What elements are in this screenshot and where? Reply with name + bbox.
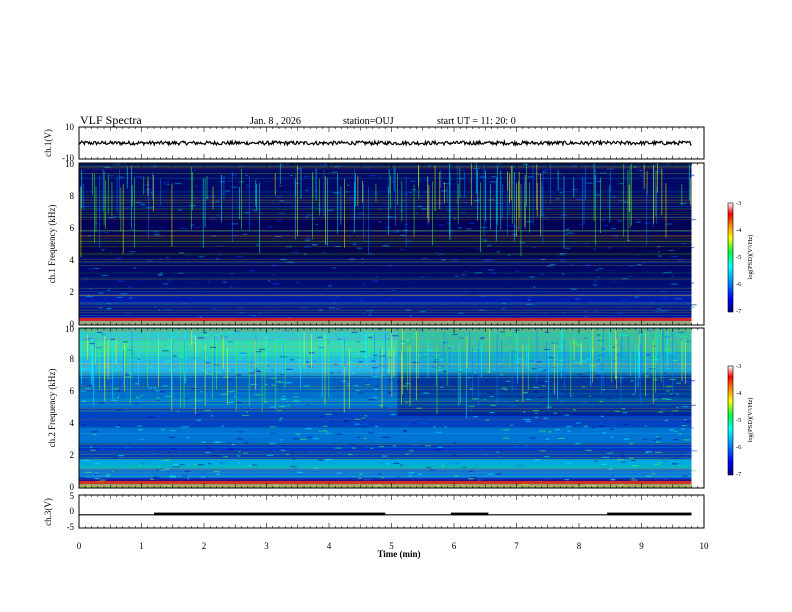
ch2-spec-ytick-2: 2 [70,450,75,460]
ch1-spec-ytick-0: 0 [70,319,75,329]
ch3-on-interval-2 [607,512,692,516]
ch2-cb-label: log(PSD)(V²/Hz) [747,398,754,443]
ch2-spectrogram-area [79,328,698,488]
ch3-on-interval-0 [154,512,386,516]
ch1-cb-tick-m7: -7 [736,308,742,315]
ch1-cb-label: log(PSD)(V²/Hz) [747,235,754,280]
ch1-cb-tick-m4: -4 [736,227,742,234]
ch1-cb-tick-m6: -6 [736,281,742,288]
ch1-colorbar [727,202,734,313]
ch2-spec-ytick-10: 10 [65,324,75,334]
xtick-label-7: 7 [514,541,519,551]
ch3-ytick-0: 0 [70,506,75,516]
ch1-spectrogram-area [79,163,697,325]
xtick-label-6: 6 [452,541,457,551]
ch3-signal-panel: 5 0 -5 ch.3(V) [43,491,705,532]
xtick-label-2: 2 [202,541,207,551]
ch1-ylabel: ch.1(V) [43,129,53,157]
xtick-label-8: 8 [577,541,582,551]
ch1-spec-ytick-6: 6 [70,223,75,233]
ch1-spec-ytick-2: 2 [70,287,75,297]
time-axis-ticks [78,127,705,528]
xtick-label-4: 4 [327,541,332,551]
xtick-label-3: 3 [264,541,269,551]
ch3-ytick-m5: -5 [67,522,75,532]
ch3-signal-trace [79,512,692,516]
xtick-label-0: 0 [77,541,82,551]
xtick-label-5: 5 [389,541,394,551]
ch2-spec-ytick-6: 6 [70,386,75,396]
figure-title: VLF Spectra [80,113,142,127]
ch1-spec-ytick-8: 8 [70,191,75,201]
ch2-cb-tick-m6: -6 [736,444,742,451]
ch3-ylabel: ch.3(V) [43,498,53,526]
time-axis-tick-labels: 0 1 2 3 4 5 6 7 8 9 10 [77,541,709,551]
ch1-spec-ytick-10: 10 [65,159,75,169]
xtick-label-9: 9 [639,541,644,551]
ch2-colorbar [727,365,734,476]
ch1-spec-ylabel: ch.1 Frequency (kHz) [47,205,57,284]
ch2-cb-tick-m7: -7 [736,471,742,478]
ch1-waveform-panel: 10 -10 ch.1(V) [43,122,705,163]
ch2-spec-ylabel: ch.2 Frequency (kHz) [47,369,57,448]
date-label: Jan. 8 , 2026 [250,116,301,127]
ch1-spectrogram-panel: 0 2 4 6 8 10 ch.1 Frequency (kHz) -3 -4 … [47,159,754,329]
ch2-spec-ytick-8: 8 [70,354,75,364]
ch1-waveform-trace [78,138,692,147]
start-ut-label: start UT = 11: 20: 0 [437,116,516,127]
ch3-on-interval-1 [450,512,489,516]
ch1-cb-tick-m3: -3 [736,200,741,207]
x-axis-label: Time (min) [377,549,420,559]
ch1-ytick-top: 10 [65,122,75,132]
ch1-ytick-bottom: -10 [62,153,74,163]
xtick-label-1: 1 [139,541,144,551]
ch1-spec-ytick-4: 4 [70,255,75,265]
ch1-cb-tick-m5: -5 [736,254,741,261]
ch2-cb-tick-m4: -4 [736,390,742,397]
ch2-cb-tick-m3: -3 [736,363,741,370]
station-label: station=OUJ [343,116,394,127]
xtick-label-10: 10 [700,541,710,551]
ch2-cb-tick-m5: -5 [736,417,741,424]
ch2-spec-ytick-4: 4 [70,418,75,428]
ch3-ytick-5: 5 [70,491,75,501]
ch2-spec-ytick-0: 0 [70,482,75,492]
ch2-spectrogram-panel: 0 2 4 6 8 10 ch.2 Frequency (kHz) -3 -4 … [47,324,754,492]
